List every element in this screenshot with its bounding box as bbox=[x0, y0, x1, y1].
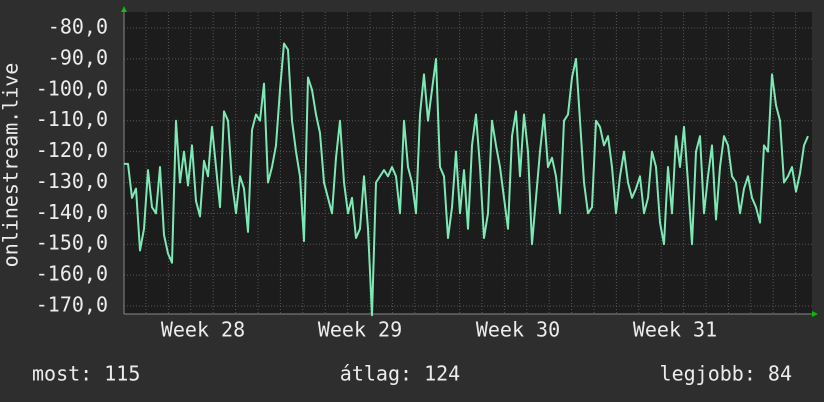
y-tick-label: -170,0 bbox=[36, 292, 108, 316]
y-tick-label: -80,0 bbox=[48, 15, 108, 39]
y-tick-label: -90,0 bbox=[48, 45, 108, 69]
axis-arrow bbox=[121, 6, 127, 12]
y-tick-label: -120,0 bbox=[36, 138, 108, 162]
y-tick-label: -140,0 bbox=[36, 200, 108, 224]
y-tick-label: -150,0 bbox=[36, 231, 108, 255]
y-tick-label: -100,0 bbox=[36, 76, 108, 100]
axis-arrow bbox=[812, 311, 818, 317]
y-tick-label: -110,0 bbox=[36, 107, 108, 131]
stat-average: átlag: 124 bbox=[340, 362, 460, 386]
x-tick-label: Week 29 bbox=[318, 318, 402, 342]
y-tick-label: -160,0 bbox=[36, 262, 108, 286]
x-tick-label: Week 28 bbox=[161, 318, 245, 342]
y-tick-label: -130,0 bbox=[36, 169, 108, 193]
y-axis-title: onlinestream.live bbox=[0, 63, 23, 268]
stat-best: legjobb: 84 bbox=[660, 362, 792, 386]
plot-area bbox=[124, 12, 812, 314]
x-tick-label: Week 31 bbox=[633, 318, 717, 342]
x-tick-label: Week 30 bbox=[476, 318, 560, 342]
series-line bbox=[124, 42, 809, 317]
stat-current: most: 115 bbox=[32, 362, 140, 386]
